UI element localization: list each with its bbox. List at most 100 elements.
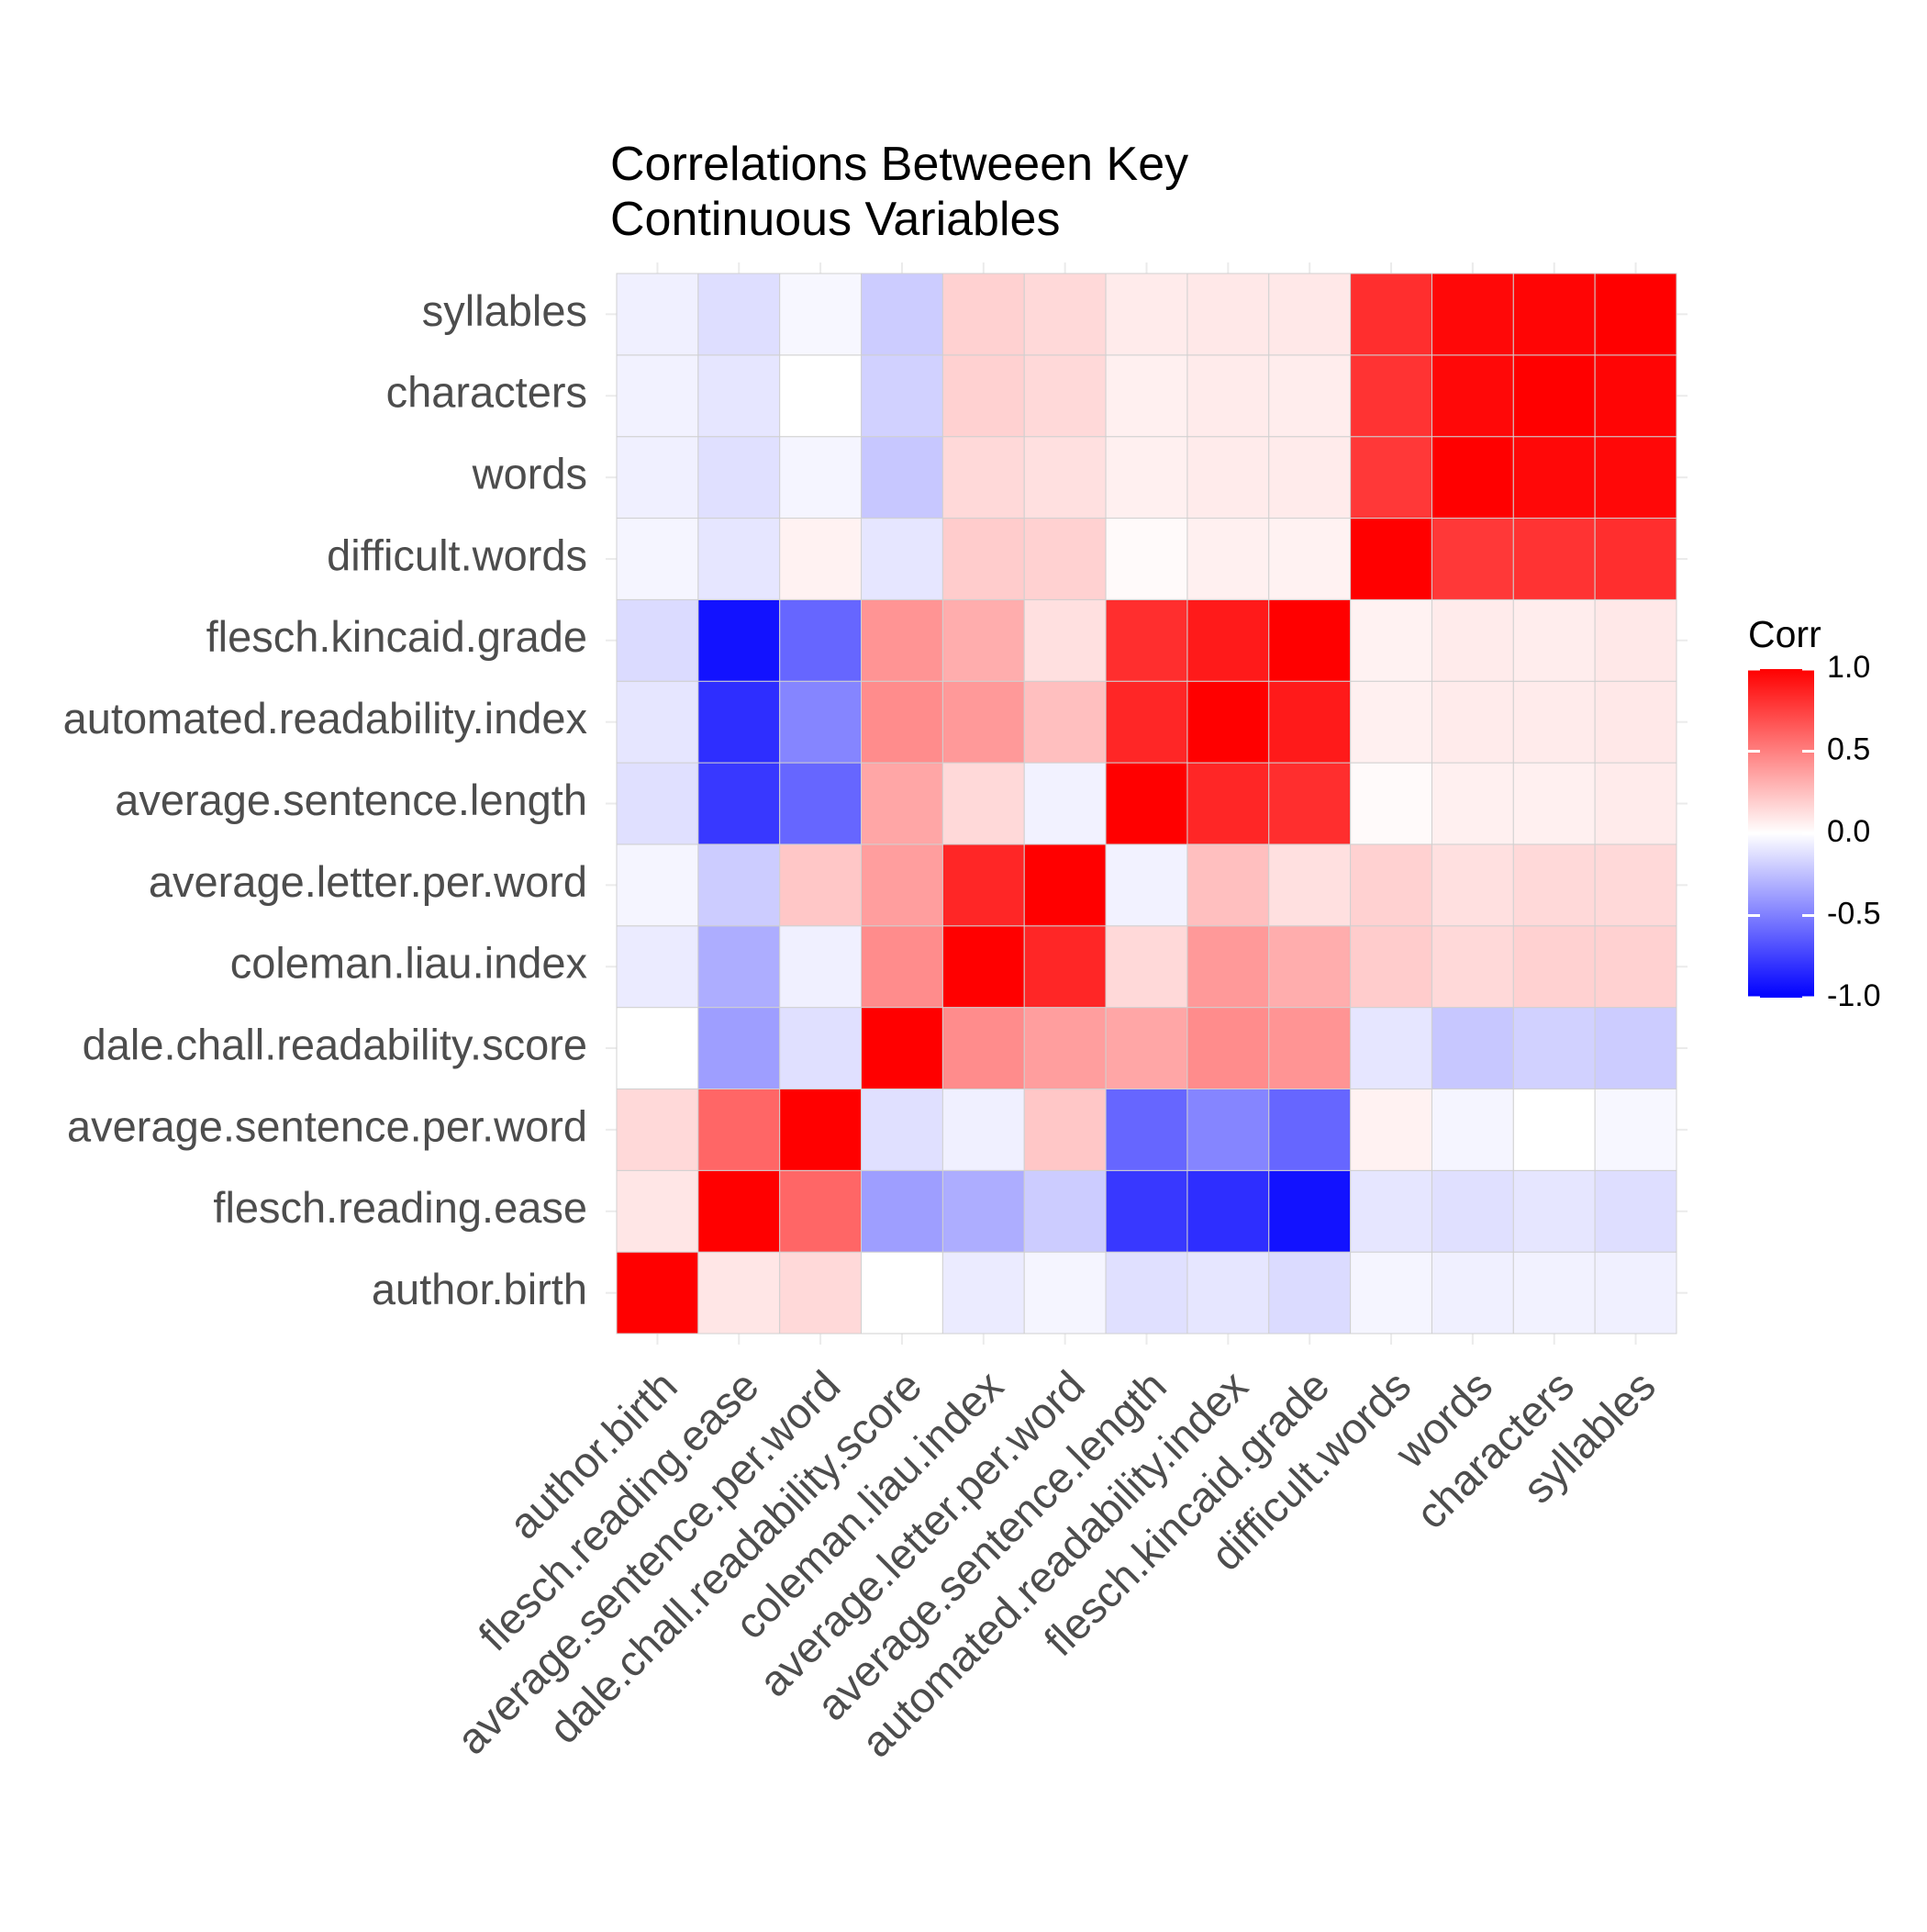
heatmap-cell	[1023, 1088, 1107, 1171]
heatmap-tiles	[616, 273, 1677, 1335]
heatmap-cell	[1105, 518, 1188, 600]
heatmap-cell	[1512, 1088, 1596, 1171]
legend-title: Corr	[1748, 613, 1821, 655]
heatmap-cell	[1512, 354, 1596, 438]
heatmap-cell	[941, 762, 1025, 845]
heatmap-cell	[861, 518, 943, 600]
heatmap-cell	[697, 1088, 781, 1171]
heatmap-cell	[779, 1007, 863, 1089]
heatmap-cell	[941, 925, 1025, 1009]
heatmap-cell	[1023, 1169, 1107, 1253]
heatmap-cell	[1186, 1169, 1270, 1253]
heatmap-cell	[779, 680, 863, 764]
heatmap-cell	[779, 518, 863, 600]
heatmap-cell	[1594, 680, 1677, 764]
legend-tick-label: -1.0	[1827, 978, 1881, 1013]
heatmap-cell	[697, 1007, 781, 1089]
heatmap-cell	[1431, 843, 1514, 927]
heatmap-cell	[1350, 762, 1432, 845]
heatmap-cell	[1594, 598, 1677, 682]
heatmap-cell	[779, 354, 863, 438]
heatmap-cell	[1350, 598, 1432, 682]
heatmap-cell	[1350, 925, 1432, 1009]
heatmap-cell	[1105, 925, 1188, 1009]
y-tick-label: dale.chall.readability.score	[83, 1020, 587, 1068]
heatmap-cell	[1268, 1169, 1352, 1253]
heatmap-cell	[1105, 1007, 1188, 1089]
x-axis-labels: author.birthflesch.reading.easeaverage.s…	[447, 1361, 1665, 1766]
heatmap-cell	[697, 436, 781, 519]
heatmap-cell	[1594, 925, 1677, 1009]
heatmap-cell	[1594, 843, 1677, 927]
heatmap-cell	[616, 518, 699, 600]
heatmap-cell	[1268, 762, 1352, 845]
chart-title-line-1: Correlations Betweeen Key	[610, 138, 1188, 191]
heatmap-cell	[1431, 680, 1514, 764]
heatmap-cell	[1105, 843, 1188, 927]
y-tick-label: characters	[386, 368, 587, 417]
heatmap-cell	[861, 1251, 943, 1335]
heatmap-cell	[1350, 1088, 1432, 1171]
heatmap-cell	[1186, 925, 1270, 1009]
heatmap-cell	[1431, 1007, 1514, 1089]
heatmap-cell	[861, 273, 943, 356]
heatmap-cell	[941, 598, 1025, 682]
heatmap-cell	[861, 1007, 943, 1089]
heatmap-cell	[1512, 598, 1596, 682]
heatmap-cell	[616, 762, 699, 845]
heatmap-cell	[1594, 273, 1677, 356]
y-tick-label: difficult.words	[327, 530, 587, 579]
heatmap-cell	[1350, 354, 1432, 438]
heatmap-cell	[1105, 762, 1188, 845]
heatmap-cell	[1023, 598, 1107, 682]
heatmap-cell	[697, 354, 781, 438]
heatmap-cell	[1431, 1251, 1514, 1335]
heatmap-cell	[1512, 273, 1596, 356]
heatmap-cell	[1512, 436, 1596, 519]
heatmap-cell	[1186, 843, 1270, 927]
heatmap-cell	[697, 843, 781, 927]
heatmap-cell	[779, 436, 863, 519]
heatmap-cell	[1268, 1251, 1352, 1335]
heatmap-cell	[697, 273, 781, 356]
heatmap-cell	[1105, 273, 1188, 356]
legend-tick-label: -0.5	[1827, 896, 1881, 931]
heatmap-cell	[1431, 762, 1514, 845]
heatmap-cell	[1186, 1251, 1270, 1335]
heatmap-cell	[1186, 273, 1270, 356]
y-axis-labels: author.birth flesch.reading.ease average.s…	[63, 286, 587, 1313]
heatmap-cell	[861, 843, 943, 927]
y-tick-label: words	[472, 450, 587, 498]
heatmap-cell	[1268, 273, 1352, 356]
heatmap-cell	[779, 843, 863, 927]
heatmap-cell	[1431, 354, 1514, 438]
heatmap-cell	[1512, 1169, 1596, 1253]
heatmap-cell	[1350, 518, 1432, 600]
heatmap-cell	[941, 843, 1025, 927]
heatmap-cell	[1023, 354, 1107, 438]
heatmap-cell	[941, 273, 1025, 356]
heatmap-cell	[1594, 1251, 1677, 1335]
chart-title-line-2: Continuous Variables	[610, 193, 1060, 246]
heatmap-cell	[779, 925, 863, 1009]
y-tick-label: average.letter.per.word	[149, 857, 587, 906]
heatmap-cell	[1023, 925, 1107, 1009]
heatmap-cell	[1268, 436, 1352, 519]
heatmap-cell	[1350, 436, 1432, 519]
heatmap-cell	[1350, 273, 1432, 356]
heatmap-cell	[861, 1169, 943, 1253]
heatmap-cell	[779, 1251, 863, 1335]
y-tick-label: flesch.kincaid.grade	[206, 612, 587, 661]
heatmap-cell	[1268, 1088, 1352, 1171]
heatmap-cell	[1023, 680, 1107, 764]
heatmap-cell	[1186, 436, 1270, 519]
heatmap-cell	[1350, 1251, 1432, 1335]
heatmap-cell	[1594, 518, 1677, 600]
heatmap-cell	[779, 273, 863, 356]
heatmap-cell	[779, 1169, 863, 1253]
heatmap-cell	[779, 598, 863, 682]
heatmap-cell	[779, 762, 863, 845]
heatmap-cell	[1268, 925, 1352, 1009]
heatmap-cell	[1512, 1251, 1596, 1335]
